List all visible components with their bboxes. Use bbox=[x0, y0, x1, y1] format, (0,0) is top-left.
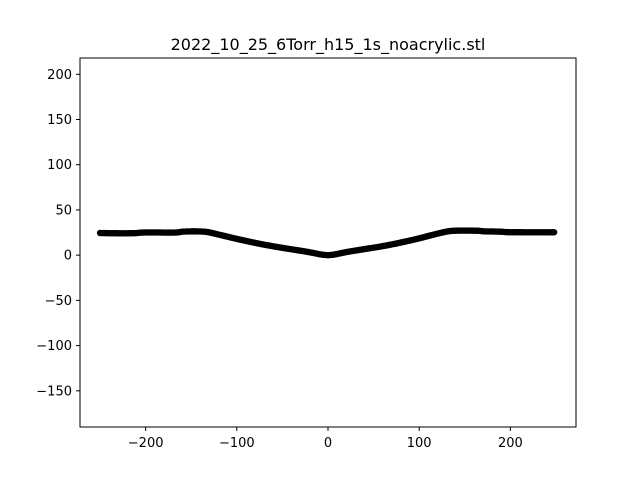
plot-frame bbox=[79, 57, 577, 428]
data-points bbox=[96, 227, 558, 259]
y-tick-label: 200 bbox=[47, 68, 72, 83]
x-axis-ticks: −200 −100 0 100 200 bbox=[128, 427, 523, 451]
x-tick-label: −100 bbox=[219, 436, 255, 451]
y-tick-label: −50 bbox=[45, 294, 72, 309]
x-tick-label: 0 bbox=[324, 436, 332, 451]
y-tick-label: 150 bbox=[47, 113, 72, 128]
y-tick-label: 0 bbox=[64, 249, 72, 264]
data-point bbox=[550, 229, 558, 236]
chart-title: 2022_10_25_6Torr_h15_1s_noacrylic.stl bbox=[171, 35, 486, 55]
y-tick-label: −150 bbox=[36, 384, 72, 399]
x-tick-label: 200 bbox=[498, 436, 523, 451]
y-axis-ticks: −150 −100 −50 0 50 100 150 200 bbox=[36, 68, 80, 399]
x-tick-label: 100 bbox=[407, 436, 432, 451]
y-tick-label: −100 bbox=[36, 339, 72, 354]
y-tick-label: 100 bbox=[47, 158, 72, 173]
y-tick-label: 50 bbox=[55, 203, 72, 218]
x-tick-label: −200 bbox=[128, 436, 164, 451]
